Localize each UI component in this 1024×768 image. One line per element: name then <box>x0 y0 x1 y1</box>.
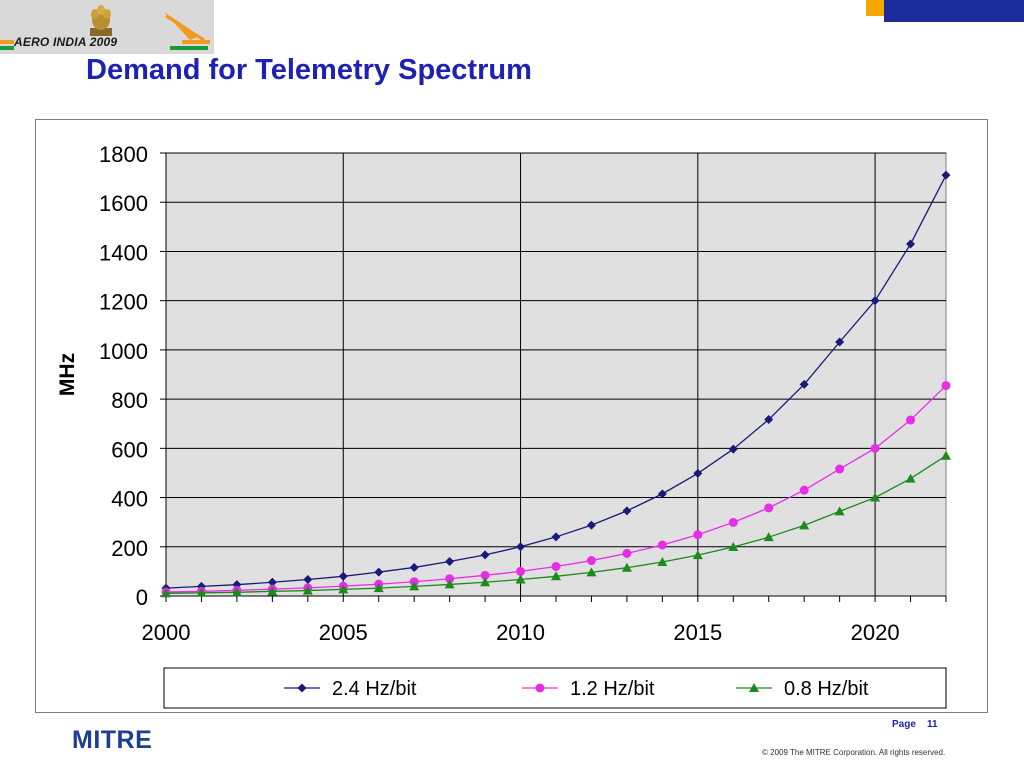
x-tick-label: 2020 <box>851 620 900 645</box>
logo-text: AERO INDIA 2009 <box>14 35 118 49</box>
data-point <box>586 556 596 566</box>
y-tick-label: 200 <box>111 536 148 561</box>
data-point <box>231 587 242 597</box>
data-point <box>834 506 845 516</box>
data-point <box>870 443 880 453</box>
data-point <box>161 588 171 598</box>
data-point <box>551 571 561 581</box>
data-point <box>621 562 632 572</box>
data-point <box>480 550 490 560</box>
data-point <box>692 550 703 560</box>
y-tick-label: 600 <box>111 437 148 462</box>
data-point <box>551 532 561 542</box>
flag-stripe-green <box>0 46 14 50</box>
data-point <box>516 566 526 576</box>
page-number: 11 <box>927 719 938 730</box>
y-tick-label: 800 <box>111 388 148 413</box>
y-tick-label: 1800 <box>99 142 148 167</box>
data-point <box>906 415 916 425</box>
top-accent-orange <box>866 0 884 16</box>
data-point <box>764 503 774 513</box>
data-point <box>835 337 845 347</box>
data-point <box>515 574 526 584</box>
legend-label: 1.2 Hz/bit <box>570 678 655 700</box>
data-point <box>941 170 951 180</box>
national-emblem-icon <box>90 5 112 36</box>
data-point <box>906 239 916 249</box>
x-tick-label: 2015 <box>673 620 722 645</box>
legend-label: 2.4 Hz/bit <box>332 678 417 700</box>
data-point <box>444 579 455 589</box>
data-point <box>267 586 278 596</box>
legend-label: 0.8 Hz/bit <box>784 678 869 700</box>
data-point <box>374 567 384 577</box>
data-point <box>622 548 632 558</box>
data-point <box>516 542 526 552</box>
y-tick-label: 400 <box>111 487 148 512</box>
data-point <box>480 570 490 580</box>
mitre-logo: MITRE <box>72 726 153 754</box>
data-point <box>196 587 207 597</box>
x-tick-label: 2000 <box>142 620 191 645</box>
data-point <box>622 506 632 516</box>
x-tick-label: 2005 <box>319 620 368 645</box>
data-point <box>445 557 455 567</box>
data-point <box>338 584 349 594</box>
data-point <box>728 542 739 552</box>
chart-frame: 0 200 400 600 800 1000 1200 1400 1600 1800 2000 200… <box>35 119 988 713</box>
flag-stripe-orange <box>0 40 14 44</box>
data-point <box>693 468 703 478</box>
data-point <box>693 530 703 540</box>
data-point <box>764 415 774 425</box>
y-tick-label: 0 <box>136 585 148 610</box>
data-point <box>763 532 774 542</box>
data-point <box>835 464 845 474</box>
data-point <box>870 296 880 306</box>
data-point <box>799 485 809 495</box>
x-tick-label: 2010 <box>496 620 545 645</box>
data-point <box>409 581 420 591</box>
data-point <box>799 520 810 530</box>
flag-stripe-green <box>170 46 208 50</box>
data-point <box>905 473 916 483</box>
data-point <box>586 567 597 577</box>
data-point <box>870 492 881 502</box>
y-axis-label: MHz <box>56 353 79 396</box>
top-accent-blue <box>884 0 1024 22</box>
data-point <box>551 561 561 571</box>
legend-swatch-marker <box>535 683 545 693</box>
data-point <box>302 585 313 595</box>
y-tick-label: 1200 <box>99 290 148 315</box>
y-tick-label: 1000 <box>99 339 148 364</box>
flag-stripe-orange <box>182 40 210 44</box>
y-tick-label: 1400 <box>99 240 148 265</box>
plot-area <box>165 152 947 597</box>
data-point <box>586 520 596 530</box>
page-label: Page <box>892 719 916 730</box>
data-point <box>657 540 667 550</box>
data-point <box>480 577 491 587</box>
data-point <box>409 562 419 572</box>
legend-swatch-marker <box>297 683 307 693</box>
data-point <box>267 577 277 587</box>
line-chart: 0 200 400 600 800 1000 1200 1400 1600 1800 2000 200… <box>56 142 951 709</box>
page-title: Demand for Telemetry Spectrum <box>86 54 532 86</box>
data-point <box>799 379 809 389</box>
data-point <box>373 583 384 593</box>
data-point <box>338 571 348 581</box>
data-point <box>303 575 313 585</box>
copyright-notice: © 2009 The MITRE Corporation. All rights… <box>762 748 946 757</box>
aero-india-logo: AERO INDIA 2009 <box>0 0 214 54</box>
legend-swatch-marker <box>749 683 759 692</box>
y-tick-label: 1600 <box>99 191 148 216</box>
data-point <box>728 444 738 454</box>
data-point <box>657 557 668 567</box>
data-point <box>657 489 667 499</box>
data-point <box>728 517 738 527</box>
data-point <box>941 450 951 460</box>
data-point <box>445 574 455 584</box>
swoosh-arrow-icon <box>164 12 205 42</box>
data-point <box>941 381 951 391</box>
